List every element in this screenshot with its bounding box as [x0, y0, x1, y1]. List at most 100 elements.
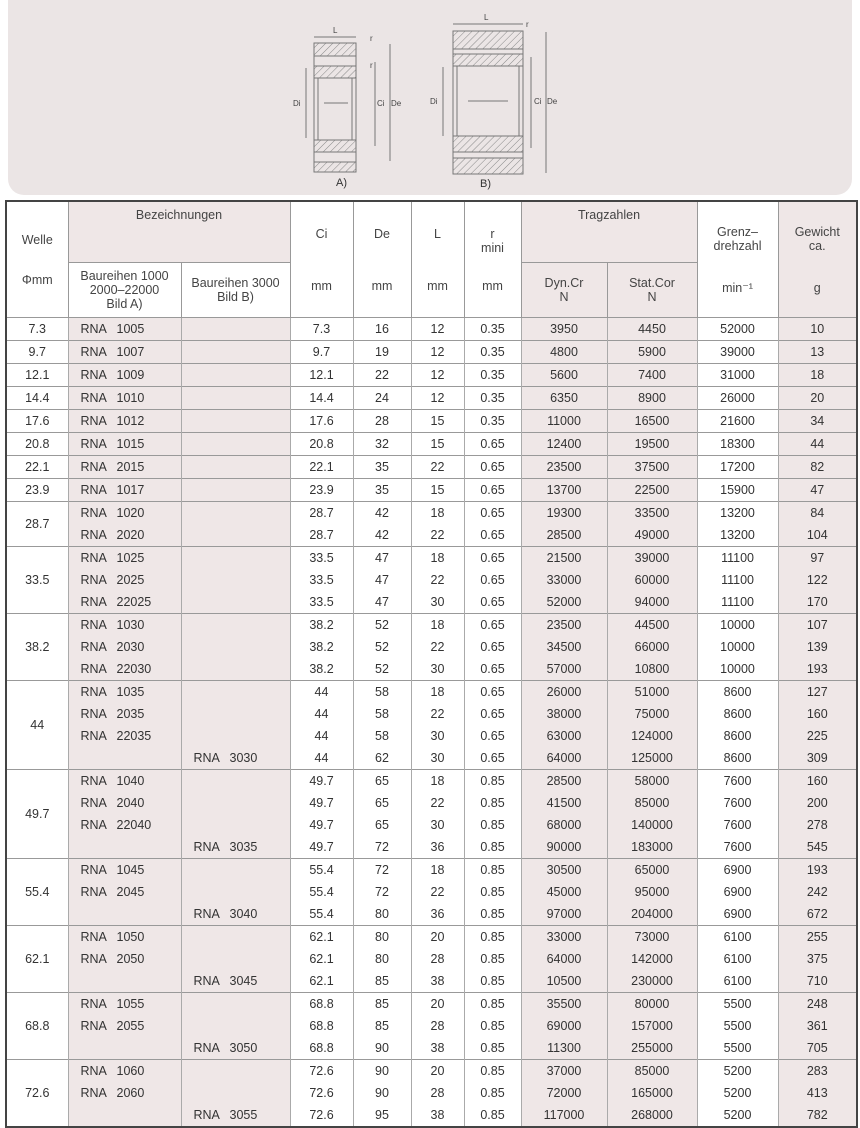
cell-r: 0.65 — [463, 524, 522, 547]
cell-ci: 23.9 — [289, 478, 354, 502]
series-a-line3: Bild A) — [106, 297, 143, 311]
cell-stat: 65000 — [606, 858, 698, 881]
table-row: 33.5 RNA 1025 33.5 47 18 0.65 21500 39000 11100 97 — [5, 546, 858, 614]
cell-stat: 58000 — [606, 769, 698, 792]
header-r: r mini mm — [463, 200, 522, 318]
designation-prefix: RNA — [80, 618, 107, 632]
cell-grenz: 10000 — [696, 636, 779, 658]
cell-r: 0.65 — [463, 725, 522, 747]
cell-stat: 125000 — [606, 747, 698, 770]
label-b-ci: Ci — [534, 97, 542, 106]
cell-welle: 28.7 — [5, 501, 69, 547]
cell-r: 0.85 — [463, 792, 522, 814]
designation-number: 1025 — [116, 551, 145, 565]
cell-de: 47 — [352, 546, 412, 569]
cell-de: 58 — [352, 725, 412, 747]
header-ci: Ci mm — [289, 200, 354, 318]
designation-prefix: RNA — [80, 796, 107, 810]
cell-dyn: 21500 — [520, 546, 608, 569]
cell-dyn: 117000 — [520, 1104, 608, 1127]
cell-designation-a — [67, 1037, 182, 1060]
cell-ci: 33.5 — [289, 591, 354, 614]
designation-prefix: RNA — [80, 952, 107, 966]
cell-grenz: 17200 — [696, 455, 779, 479]
cell-designation-a: RNA 2030 — [67, 636, 182, 658]
cell-welle: 12.1 — [5, 363, 69, 387]
designation-prefix: RNA — [193, 751, 220, 765]
cell-welle: 55.4 — [5, 858, 69, 926]
cell-l: 18 — [410, 769, 465, 792]
cell-de: 28 — [352, 409, 412, 433]
cell-de: 65 — [352, 814, 412, 836]
cell-stat: 10800 — [606, 658, 698, 681]
cell-grenz: 5500 — [696, 1037, 779, 1060]
label-a-de: De — [391, 99, 402, 108]
designation-number: 2020 — [116, 528, 145, 542]
cell-gewicht: 107 — [777, 613, 858, 636]
table-row: RNA 3030 44 62 30 0.65 64000 125000 8600 309 — [6, 747, 858, 770]
cell-gewicht: 283 — [777, 1059, 858, 1082]
cell-grenz: 52000 — [696, 317, 779, 341]
cell-r: 0.85 — [463, 992, 522, 1015]
cell-dyn: 13700 — [520, 478, 608, 502]
table-row: RNA 22025 33.5 47 30 0.65 52000 94000 11100 170 — [6, 591, 858, 614]
table-row: RNA 3055 72.6 95 38 0.85 117000 268000 5200 782 — [6, 1104, 858, 1127]
designation-number: 1009 — [116, 368, 145, 382]
cell-de: 16 — [352, 317, 412, 341]
welle-group: 49.7 RNA 1040 49.7 65 18 0.85 28500 58000 7600 160… — [5, 769, 858, 859]
cell-grenz: 11100 — [696, 591, 779, 614]
designation-number: 2050 — [116, 952, 145, 966]
header-gewicht-label: Gewicht — [794, 224, 840, 239]
cell-designation-b — [180, 792, 291, 814]
cell-designation-a: RNA 1005 — [67, 317, 182, 341]
cell-designation-b — [180, 1015, 291, 1037]
cell-r: 0.85 — [463, 836, 522, 859]
cell-stat: 37500 — [606, 455, 698, 479]
header-welle-unit: Φmm — [21, 272, 53, 287]
designation-prefix: RNA — [80, 322, 107, 336]
designation-prefix: RNA — [193, 1108, 220, 1122]
designation-prefix: RNA — [80, 483, 107, 497]
cell-designation-b — [180, 703, 291, 725]
cell-l: 30 — [410, 591, 465, 614]
cell-ci: 49.7 — [289, 769, 354, 792]
cell-gewicht: 160 — [777, 769, 858, 792]
cell-designation-b — [180, 725, 291, 747]
cell-designation-a: RNA 2050 — [67, 948, 182, 970]
designation-prefix: RNA — [80, 707, 107, 721]
cell-ci: 72.6 — [289, 1059, 354, 1082]
cell-ci: 72.6 — [289, 1104, 354, 1127]
cell-ci: 62.1 — [289, 970, 354, 993]
designation-number: 22030 — [116, 662, 152, 676]
cell-gewicht: 82 — [777, 455, 858, 479]
designation-number: 1007 — [116, 345, 145, 359]
table-row: RNA 3050 68.8 90 38 0.85 11300 255000 5500 705 — [6, 1037, 858, 1060]
cell-de: 47 — [352, 569, 412, 591]
welle-group: 9.7 RNA 1007 9.7 19 12 0.35 4800 5900 39000 13 — [5, 340, 858, 364]
table-row: RNA 22030 38.2 52 30 0.65 57000 10800 10000 193 — [6, 658, 858, 681]
label-a-r2: r — [370, 61, 373, 70]
cell-de: 80 — [352, 903, 412, 926]
table-row: RNA 2055 68.8 85 28 0.85 69000 157000 5500 361 — [6, 1015, 858, 1037]
cell-dyn: 11000 — [520, 409, 608, 433]
cell-dyn: 28500 — [520, 769, 608, 792]
cell-de: 62 — [352, 747, 412, 770]
cell-dyn: 38000 — [520, 703, 608, 725]
cell-gewicht: 10 — [777, 317, 858, 341]
designation-number: 1005 — [116, 322, 145, 336]
cell-ci: 9.7 — [289, 340, 354, 364]
cell-designation-a: RNA 1055 — [67, 992, 182, 1015]
cell-l: 22 — [410, 636, 465, 658]
cell-designation-b — [180, 992, 291, 1015]
cell-gewicht: 34 — [777, 409, 858, 433]
cell-designation-a: RNA 2040 — [67, 792, 182, 814]
table-row: RNA 2050 62.1 80 28 0.85 64000 142000 6100 375 — [6, 948, 858, 970]
header-r-unit: mm — [482, 278, 503, 293]
label-a-l: L — [333, 26, 338, 35]
cell-designation-a: RNA 22025 — [67, 591, 182, 614]
cell-dyn: 69000 — [520, 1015, 608, 1037]
cell-welle: 72.6 — [5, 1059, 69, 1127]
cell-stat: 268000 — [606, 1104, 698, 1127]
cell-l: 15 — [410, 432, 465, 456]
